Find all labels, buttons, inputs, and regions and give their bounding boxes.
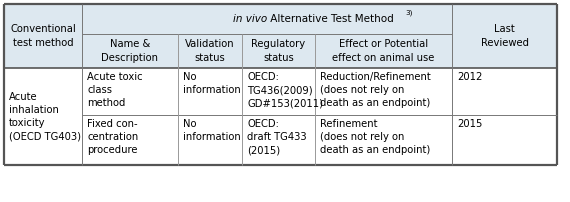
- Text: Name &
Description: Name & Description: [101, 39, 158, 63]
- Text: Acute
inhalation
toxicity
(OECD TG403): Acute inhalation toxicity (OECD TG403): [9, 92, 81, 141]
- Text: 2015: 2015: [457, 119, 482, 129]
- Text: Effect or Potential
effect on animal use: Effect or Potential effect on animal use: [332, 39, 435, 63]
- Text: OECD:
draft TG433
(2015): OECD: draft TG433 (2015): [247, 119, 307, 155]
- Text: Conventional
test method: Conventional test method: [10, 24, 76, 48]
- Text: Refinement
(does not rely on
death as an endpoint): Refinement (does not rely on death as an…: [320, 119, 430, 155]
- Text: Acute toxic
class
method: Acute toxic class method: [87, 72, 142, 108]
- Bar: [4, 68, 557, 165]
- Text: 2012: 2012: [457, 72, 482, 82]
- Text: in vivo: in vivo: [233, 14, 267, 24]
- Bar: [4, 4, 557, 68]
- Text: 3): 3): [405, 10, 412, 16]
- Text: Fixed con-
centration
procedure: Fixed con- centration procedure: [87, 119, 139, 155]
- Text: OECD:
TG436(2009)
GD#153(2011): OECD: TG436(2009) GD#153(2011): [247, 72, 323, 108]
- Text: Regulatory
status: Regulatory status: [251, 39, 306, 63]
- Text: Last
Reviewed: Last Reviewed: [481, 24, 528, 48]
- Text: Alternative Test Method: Alternative Test Method: [267, 14, 394, 24]
- Text: Validation
status: Validation status: [185, 39, 235, 63]
- Text: No
information: No information: [183, 72, 241, 95]
- Text: Reduction/Refinement
(does not rely on
death as an endpoint): Reduction/Refinement (does not rely on d…: [320, 72, 431, 108]
- Text: No
information: No information: [183, 119, 241, 142]
